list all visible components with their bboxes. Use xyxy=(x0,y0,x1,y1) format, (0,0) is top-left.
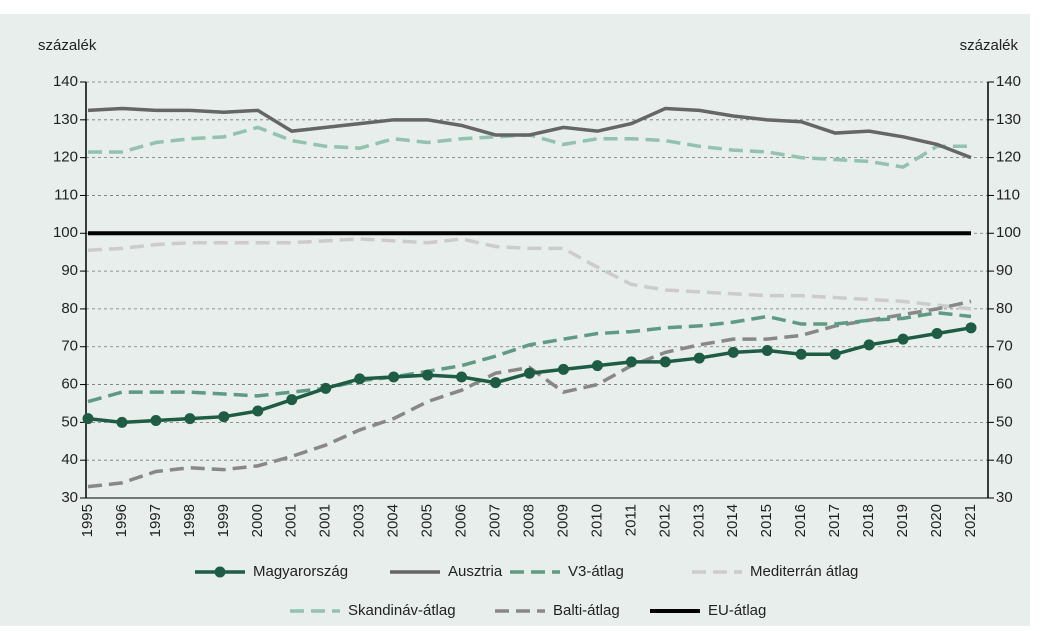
legend-label: Skandináv-átlag xyxy=(348,602,456,619)
marker xyxy=(557,363,569,375)
marker xyxy=(320,382,332,394)
x-tick-label: 2012 xyxy=(656,504,673,537)
x-tick-label: 2015 xyxy=(758,504,775,537)
marker xyxy=(727,346,739,358)
x-tick-label: 2000 xyxy=(249,504,266,537)
y-tick-label-left: 50 xyxy=(61,413,78,430)
x-tick-label: 2013 xyxy=(690,504,707,537)
series-line xyxy=(87,106,972,160)
y-tick-label-left: 30 xyxy=(61,489,78,506)
marker xyxy=(252,405,264,417)
x-tick-label: 2010 xyxy=(588,504,605,537)
marker xyxy=(490,377,502,389)
y-tick-label-left: 60 xyxy=(61,376,78,393)
y-tick-label-right: 30 xyxy=(996,489,1013,506)
legend-label: Balti-átlag xyxy=(553,602,620,619)
y-tick-label-left: 40 xyxy=(61,451,78,468)
legend-label: V3-átlag xyxy=(568,563,624,580)
legend-marker xyxy=(214,566,226,578)
y-tick-label-left: 120 xyxy=(53,149,78,166)
marker xyxy=(218,411,230,423)
x-tick-label: 2003 xyxy=(351,504,368,537)
marker xyxy=(761,345,773,357)
legend-label: Ausztria xyxy=(448,563,503,580)
marker xyxy=(965,322,977,334)
x-tick-label: 2017 xyxy=(826,504,843,537)
marker xyxy=(795,348,807,360)
x-tick-label: 2016 xyxy=(792,504,809,537)
y-axis-label-left: százalék xyxy=(38,37,97,54)
y-tick-label-left: 100 xyxy=(53,224,78,241)
y-tick-label-right: 120 xyxy=(996,149,1021,166)
marker xyxy=(422,369,434,381)
marker xyxy=(286,394,298,406)
y-tick-label-left: 70 xyxy=(61,338,78,355)
x-tick-label: 1996 xyxy=(113,504,130,537)
y-axis-label-right: százalék xyxy=(960,37,1019,54)
y-tick-label-right: 140 xyxy=(996,73,1021,90)
marker xyxy=(184,413,196,425)
legend-label: Magyarország xyxy=(253,563,348,580)
marker xyxy=(150,414,162,426)
x-tick-label: 2011 xyxy=(622,504,639,536)
x-tick-label: 2001 xyxy=(317,504,334,537)
marker xyxy=(82,413,94,425)
y-tick-label-right: 110 xyxy=(996,186,1020,203)
y-tick-label-right: 70 xyxy=(996,338,1013,355)
x-tick-label: 2004 xyxy=(385,504,402,537)
marker xyxy=(659,356,671,368)
legend-label: EU-átlag xyxy=(708,602,766,619)
y-tick-label-left: 90 xyxy=(61,262,78,279)
y-tick-label-right: 60 xyxy=(996,376,1013,393)
marker xyxy=(116,416,128,428)
y-tick-label-right: 80 xyxy=(996,300,1013,317)
y-tick-label-right: 130 xyxy=(996,111,1021,128)
x-tick-label: 2009 xyxy=(554,504,571,537)
marker xyxy=(591,360,603,372)
x-tick-label: 1997 xyxy=(147,504,164,537)
series-line xyxy=(87,299,972,489)
marker xyxy=(524,367,535,379)
y-tick-label-left: 140 xyxy=(53,73,78,90)
x-tick-label: 1995 xyxy=(79,504,96,537)
x-tick-label: 1998 xyxy=(181,504,198,537)
marker xyxy=(456,371,468,383)
y-tick-label-left: 110 xyxy=(54,186,78,203)
marker xyxy=(829,348,841,360)
x-tick-label: 2018 xyxy=(860,504,877,537)
x-tick-label: 2014 xyxy=(724,504,741,537)
marker xyxy=(625,356,637,368)
marker xyxy=(931,327,943,339)
y-tick-label-left: 80 xyxy=(61,300,78,317)
y-tick-label-right: 50 xyxy=(996,413,1013,430)
marker xyxy=(693,352,705,364)
x-tick-label: 2005 xyxy=(419,504,436,537)
marker xyxy=(863,339,875,351)
marker xyxy=(388,371,400,383)
x-tick-label: 2021 xyxy=(962,504,979,537)
y-tick-label-right: 40 xyxy=(996,451,1013,468)
marker xyxy=(897,333,909,345)
x-tick-label: 2020 xyxy=(928,504,945,537)
legend-label: Mediterrán átlag xyxy=(750,563,858,580)
x-tick-label: 1999 xyxy=(215,504,232,537)
marker xyxy=(354,373,366,385)
y-tick-label-right: 90 xyxy=(996,262,1013,279)
x-tick-label: 2008 xyxy=(520,504,537,537)
x-tick-label: 2007 xyxy=(487,504,504,537)
x-tick-label: 2006 xyxy=(453,504,470,537)
series-line xyxy=(87,237,972,311)
x-tick-label: 2001 xyxy=(283,504,300,537)
y-tick-label-left: 130 xyxy=(53,111,78,128)
x-tick-label: 2019 xyxy=(894,504,911,537)
y-tick-label-right: 100 xyxy=(996,224,1021,241)
series-line xyxy=(87,310,972,404)
